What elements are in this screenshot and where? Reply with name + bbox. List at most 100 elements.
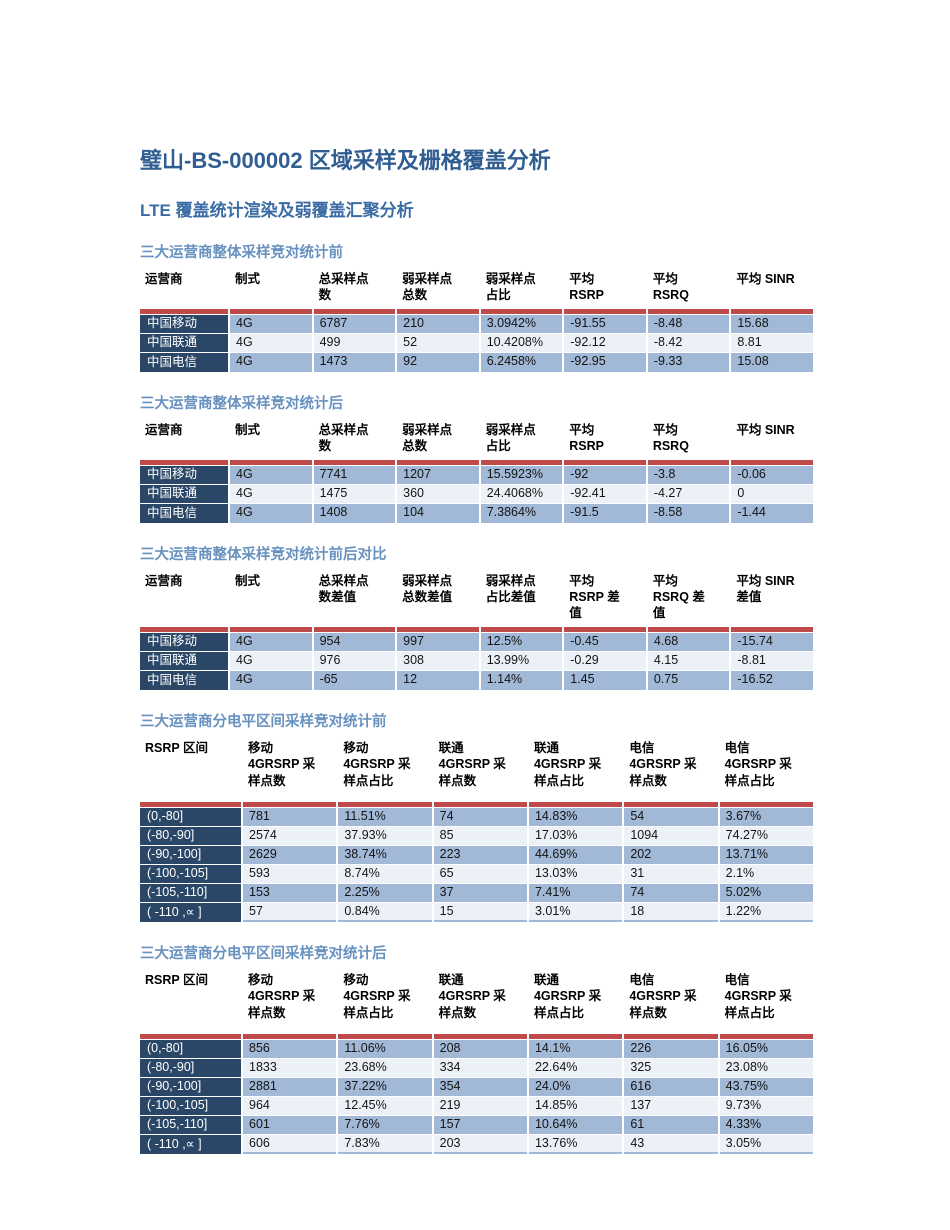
red-bar-segment — [397, 308, 479, 314]
row-header: 中国电信 — [140, 670, 228, 690]
row-header: ( -110 ,∝ ] — [140, 1134, 241, 1154]
table-cell: 14.83% — [528, 807, 623, 826]
table-cell: 74 — [624, 883, 718, 902]
column-header: 平均 SINR — [731, 420, 813, 459]
table-cell: 1473 — [313, 352, 396, 372]
section-title: 三大运营商整体采样竞对统计后 — [140, 395, 343, 412]
data-table: 运营商 制式 总采样点 数弱采样点 总数 弱采样点 占比 平均 RSRP 平均 RSRQ 平… — [138, 268, 815, 373]
table-cell: 16.05% — [719, 1039, 813, 1058]
column-header: RSRP 区间 — [140, 738, 241, 801]
column-header: 电信 4GRSRP 采 样点数 — [624, 970, 718, 1033]
table-cell: 219 — [433, 1096, 527, 1115]
red-bar-segment — [731, 626, 813, 632]
table-cell: 12.45% — [338, 1096, 432, 1115]
red-bar-segment — [564, 459, 646, 465]
table-cell: 334 — [433, 1058, 527, 1077]
table-cell: 1.22% — [719, 902, 813, 922]
row-header: ( -110 ,∝ ] — [140, 902, 241, 922]
table-cell: 601 — [243, 1115, 337, 1134]
table-cell: -1.44 — [731, 503, 813, 523]
table-cell: 226 — [624, 1039, 718, 1058]
red-bar-segment — [647, 459, 730, 465]
table-row: 中国移动 4G 7741 1207 15.5923% -92 -3.8 -0.06 — [140, 465, 813, 484]
table-row: (-80,-90] 1833 23.68% 334 22.64% 325 23.08% — [140, 1058, 813, 1077]
table-cell: 360 — [397, 484, 479, 503]
table-cell: 208 — [433, 1039, 527, 1058]
table-cell: 964 — [243, 1096, 337, 1115]
column-header: RSRP 区间 — [140, 970, 241, 1033]
section-title: 三大运营商整体采样竞对统计前后对比 — [140, 546, 387, 563]
red-bar-segment — [528, 1033, 623, 1039]
red-bar-segment — [564, 626, 646, 632]
table-cell: 7.76% — [338, 1115, 432, 1134]
table-cell: 593 — [243, 864, 337, 883]
table-row: (0,-80] 781 11.51% 74 14.83% 54 3.67% — [140, 807, 813, 826]
table-row: (0,-80] 856 11.06% 208 14.1% 226 16.05% — [140, 1039, 813, 1058]
table-cell: 15.5923% — [480, 465, 563, 484]
table-cell: 13.76% — [528, 1134, 623, 1154]
table-cell: 104 — [397, 503, 479, 523]
column-header: 平均 SINR — [731, 269, 813, 308]
red-bar-segment — [243, 801, 337, 807]
red-bar-segment — [647, 308, 730, 314]
column-header: 联通 4GRSRP 采 样点数 — [433, 970, 527, 1033]
red-bar-segment — [397, 626, 479, 632]
red-bar-segment — [230, 308, 312, 314]
red-bar-segment — [624, 1033, 718, 1039]
table-cell: 157 — [433, 1115, 527, 1134]
red-bar-segment — [480, 308, 563, 314]
table-cell: 57 — [243, 902, 337, 922]
table-cell: -8.58 — [647, 503, 730, 523]
table-cell: -91.55 — [564, 314, 646, 333]
column-header: 移动 4GRSRP 采 样点占比 — [338, 738, 432, 801]
table-row: (-100,-105] 964 12.45% 219 14.85% 137 9.73% — [140, 1096, 813, 1115]
red-bar-segment — [140, 1033, 241, 1039]
table-cell: 4.33% — [719, 1115, 813, 1134]
table-cell: -92.41 — [564, 484, 646, 503]
column-header: 平均 RSRQ — [647, 269, 730, 308]
table-cell: 14.1% — [528, 1039, 623, 1058]
row-header: (-80,-90] — [140, 1058, 241, 1077]
table-cell: -15.74 — [731, 632, 813, 651]
column-header: 联通 4GRSRP 采 样点占比 — [528, 738, 623, 801]
table-cell: 8.81 — [731, 333, 813, 352]
table-cell: 4G — [230, 465, 312, 484]
red-bar-segment — [647, 626, 730, 632]
table-cell: 4G — [230, 670, 312, 690]
table-cell: 65 — [433, 864, 527, 883]
table-cell: 1475 — [313, 484, 396, 503]
table-cell: -92.12 — [564, 333, 646, 352]
red-bar-segment — [338, 1033, 432, 1039]
table-cell: 13.03% — [528, 864, 623, 883]
table-cell: 23.68% — [338, 1058, 432, 1077]
column-header: 制式 — [230, 570, 312, 626]
tables-container: 三大运营商整体采样竞对统计前 运营商 制式 总采样点 数弱采样点 总数 弱采样点 占比平… — [140, 245, 817, 1155]
table-cell: 18 — [624, 902, 718, 922]
row-header: 中国电信 — [140, 352, 228, 372]
table-cell: 12 — [397, 670, 479, 690]
section-title: 三大运营商分电平区间采样竞对统计后 — [140, 945, 387, 962]
column-header: 平均 RSRQ — [647, 420, 730, 459]
table-cell: 4.15 — [647, 651, 730, 670]
table-cell: -0.45 — [564, 632, 646, 651]
row-header: (-80,-90] — [140, 826, 241, 845]
column-header: 运营商 — [140, 420, 228, 459]
table-cell: 616 — [624, 1077, 718, 1096]
table-cell: 4G — [230, 352, 312, 372]
table-row: 中国联通 4G 976 308 13.99% -0.29 4.15 -8.81 — [140, 651, 813, 670]
table-cell: -3.8 — [647, 465, 730, 484]
document-subtitle: LTE 覆盖统计渲染及弱覆盖汇聚分析 — [140, 201, 414, 221]
column-header: 制式 — [230, 420, 312, 459]
table-cell: 54 — [624, 807, 718, 826]
table-row: 中国联通 4G 1475 360 24.4068% -92.41 -4.27 0 — [140, 484, 813, 503]
table-cell: 44.69% — [528, 845, 623, 864]
table-section: 三大运营商整体采样竞对统计前 运营商 制式 总采样点 数弱采样点 总数 弱采样点 占比平… — [140, 245, 817, 373]
table-row: 中国电信 4G 1473 92 6.2458% -92.95 -9.33 15.08 — [140, 352, 813, 372]
table-cell: 15 — [433, 902, 527, 922]
red-bar-segment — [243, 1033, 337, 1039]
table-cell: 7741 — [313, 465, 396, 484]
table-cell: 2.1% — [719, 864, 813, 883]
table-cell: 22.64% — [528, 1058, 623, 1077]
red-bar-segment — [313, 626, 396, 632]
table-cell: 13.99% — [480, 651, 563, 670]
